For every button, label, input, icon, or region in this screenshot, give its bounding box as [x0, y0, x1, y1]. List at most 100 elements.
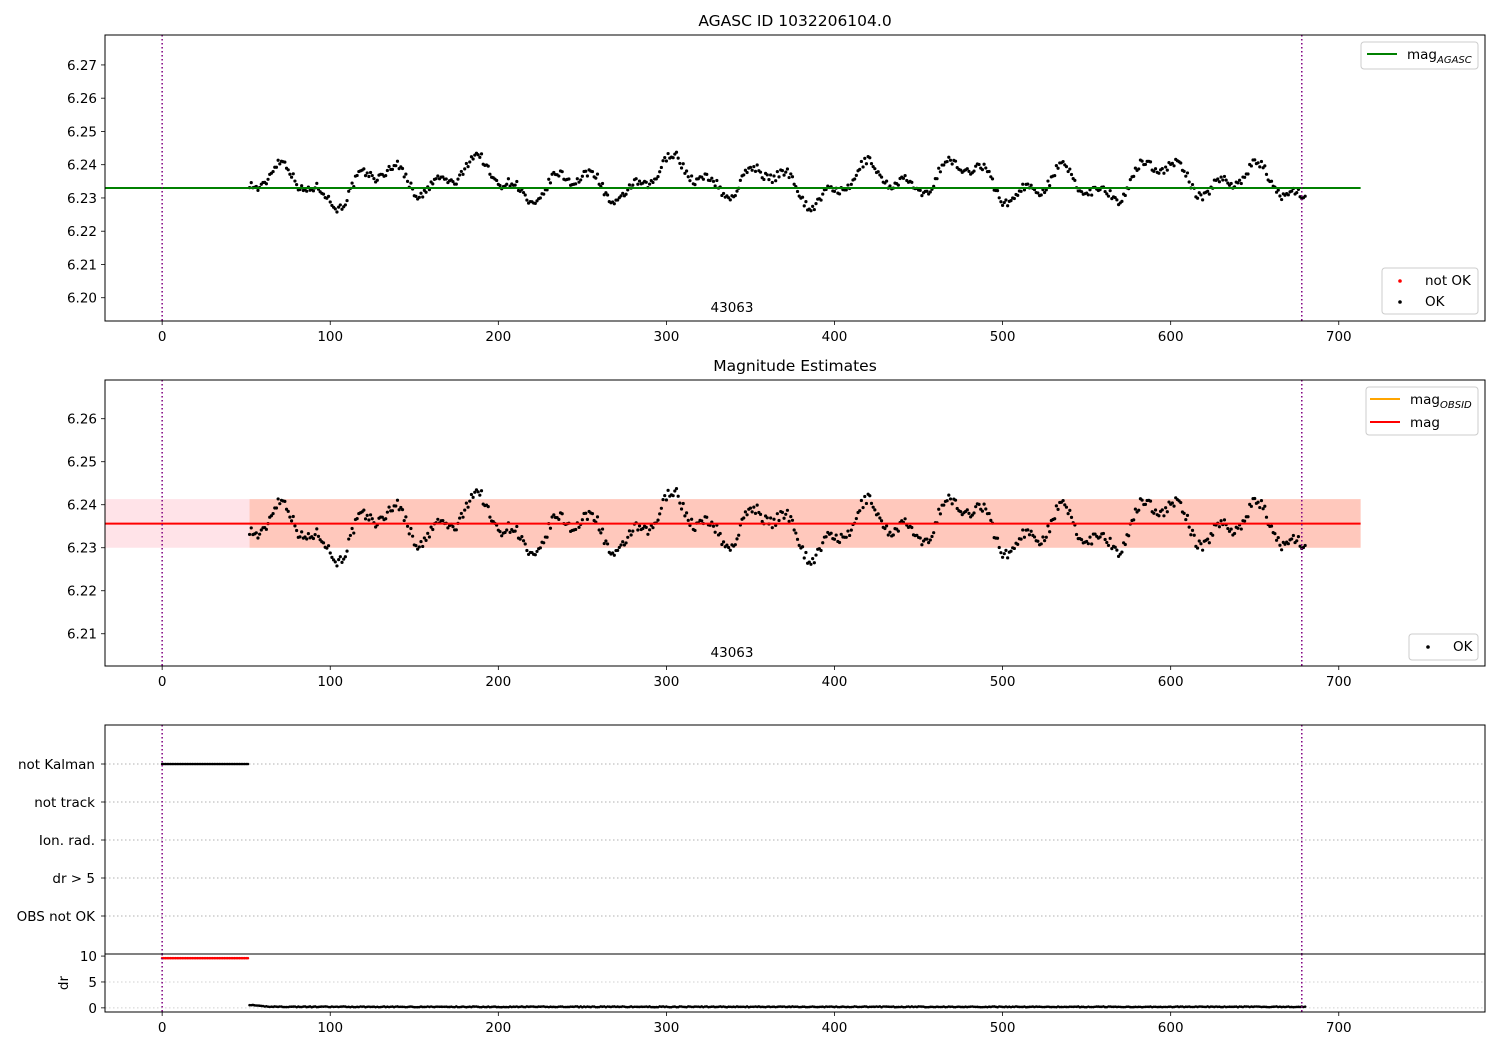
data-point [790, 518, 795, 522]
data-point [903, 517, 907, 521]
panel-magnitude-xtick-label: 600 [1158, 674, 1184, 690]
data-point [1054, 164, 1058, 168]
data-point [590, 512, 595, 516]
data-point [521, 190, 526, 195]
data-point [421, 195, 425, 199]
data-point [671, 156, 675, 160]
data-point [1236, 526, 1240, 530]
flag-label: not track [34, 795, 95, 811]
data-point [1068, 508, 1072, 512]
dr-ytick-label: 5 [88, 975, 97, 991]
data-point [612, 202, 616, 206]
data-point [1172, 504, 1176, 508]
data-point [340, 560, 344, 564]
data-point [1280, 548, 1284, 552]
data-point [400, 507, 405, 512]
data-point [784, 512, 788, 516]
data-point [311, 536, 316, 541]
data-point [663, 493, 667, 498]
data-point [896, 529, 900, 533]
data-point [1132, 174, 1136, 178]
data-point [520, 535, 524, 539]
data-point [293, 179, 297, 183]
panel-magnitude-xtick-label: 0 [158, 674, 167, 690]
data-point [955, 506, 959, 511]
data-point [1160, 508, 1164, 512]
data-point [335, 210, 339, 214]
data-point [1120, 550, 1124, 554]
data-point [1291, 533, 1295, 538]
data-point [990, 177, 995, 181]
data-point [659, 506, 663, 510]
panel-agasc-xtick-label: 500 [990, 329, 1016, 345]
data-point [1152, 169, 1156, 173]
data-point [458, 516, 462, 520]
data-point [980, 168, 985, 172]
data-point [821, 192, 825, 196]
data-point [1066, 511, 1070, 516]
data-point [417, 545, 421, 549]
data-point [1179, 161, 1183, 165]
data-point [1185, 513, 1190, 517]
panel-magnitude-xtick-label: 100 [317, 674, 343, 690]
data-point [402, 175, 406, 179]
data-point [506, 177, 511, 181]
data-point [974, 505, 978, 509]
data-point [795, 189, 800, 194]
data-point [595, 172, 600, 176]
data-point [264, 527, 268, 531]
panel-magnitude-ytick-label: 6.23 [67, 541, 97, 557]
data-point [671, 494, 675, 498]
data-point [1236, 181, 1240, 185]
data-point [790, 175, 795, 179]
data-point [765, 516, 769, 520]
data-point [365, 171, 369, 175]
data-point [1029, 529, 1033, 533]
data-point [1090, 193, 1094, 197]
data-point [288, 515, 292, 519]
data-point [1009, 199, 1013, 203]
data-point [720, 542, 724, 547]
data-point [876, 170, 880, 174]
data-point [861, 506, 865, 510]
data-point [1148, 160, 1153, 164]
data-point [626, 188, 630, 192]
data-point [348, 533, 353, 538]
data-point [1106, 194, 1111, 198]
data-point [789, 172, 793, 176]
data-point [337, 205, 341, 209]
data-point [1192, 533, 1196, 537]
data-point [405, 179, 410, 183]
data-point [977, 502, 981, 506]
data-point [989, 518, 993, 522]
panel-magnitude-legend-points: OK [1408, 633, 1479, 661]
data-point [1093, 532, 1097, 536]
data-point [604, 191, 608, 195]
data-point [395, 498, 400, 502]
data-point [1253, 496, 1257, 501]
data-point [330, 555, 334, 559]
data-point [1290, 189, 1294, 193]
data-point [750, 168, 754, 172]
data-point [461, 515, 465, 519]
data-point [542, 192, 546, 196]
data-point [938, 170, 942, 174]
data-point [367, 518, 371, 522]
data-point [498, 530, 502, 534]
data-point [508, 530, 512, 534]
data-point [347, 189, 351, 193]
data-point [821, 541, 825, 545]
data-point [1046, 524, 1050, 528]
data-point [1189, 533, 1193, 537]
data-point [718, 531, 722, 536]
data-point [977, 162, 981, 167]
data-point [883, 526, 887, 531]
data-point [372, 176, 376, 181]
data-point [468, 160, 472, 164]
data-point [466, 165, 470, 169]
data-point [878, 173, 882, 177]
data-point [782, 173, 786, 177]
data-point [678, 161, 682, 166]
data-point [362, 508, 366, 512]
